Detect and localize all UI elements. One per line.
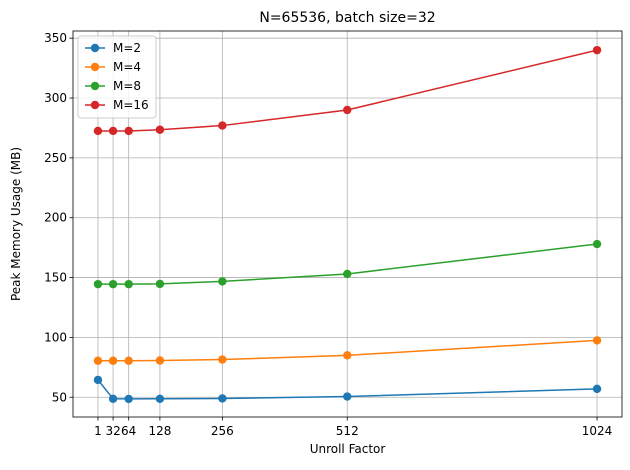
data-point (124, 394, 133, 404)
x-tick-label: 1 (94, 424, 102, 438)
legend-box (77, 35, 157, 119)
data-point (343, 392, 352, 401)
data-point (93, 279, 103, 289)
x-axis: 1 32 64 128 256 512 1024 (94, 417, 612, 438)
data-point (218, 394, 227, 403)
x-tick-label: 512 (336, 424, 359, 438)
data-point (592, 45, 602, 55)
data-point (93, 356, 103, 365)
legend: M=2 M=4 M=8 M=16 (77, 35, 157, 119)
data-point (155, 394, 165, 404)
grid-lines (73, 31, 622, 417)
legend-swatch-marker (90, 43, 100, 53)
legend-label: M=8 (113, 79, 141, 93)
legend-label: M=2 (113, 41, 141, 55)
x-axis-label: Unroll Factor (310, 442, 386, 456)
series-M=8 (93, 239, 602, 289)
data-point (343, 269, 352, 279)
y-tick-label: 200 (44, 211, 67, 225)
legend-item: M=2 (85, 41, 141, 55)
y-tick-label: 100 (44, 330, 67, 344)
data-point (124, 356, 133, 365)
y-axis-label: Peak Memory Usage (MB) (9, 147, 23, 301)
y-tick-label: 50 (52, 390, 67, 404)
data-point (592, 384, 602, 394)
data-point (93, 126, 103, 136)
data-point (343, 105, 352, 115)
x-tick-label: 32 (105, 424, 120, 438)
legend-label: M=4 (113, 60, 141, 74)
data-point (124, 279, 133, 289)
x-tick-label: 64 (121, 424, 136, 438)
data-point (108, 394, 118, 404)
data-point (155, 125, 165, 134)
data-point (124, 126, 133, 136)
data-point (155, 356, 165, 365)
legend-item: M=4 (85, 60, 141, 74)
data-point (592, 239, 602, 249)
y-tick-label: 250 (44, 151, 67, 165)
legend-label: M=16 (113, 98, 149, 112)
legend-item: M=8 (85, 79, 141, 93)
legend-item: M=16 (85, 98, 149, 112)
y-axis: 50 100 150 200 250 300 350 (44, 31, 73, 404)
chart-title: N=65536, batch size=32 (259, 10, 435, 26)
legend-swatch-marker (90, 62, 100, 72)
legend-swatch-marker (90, 100, 100, 110)
y-tick-label: 150 (44, 271, 67, 285)
data-point (218, 277, 227, 286)
data-point (108, 126, 118, 136)
series-layer (93, 45, 602, 404)
series-M=4 (93, 336, 602, 365)
x-tick-label: 128 (148, 424, 171, 438)
x-tick-label: 1024 (582, 424, 613, 438)
data-point (108, 356, 118, 365)
data-point (155, 279, 165, 289)
series-M=2 (93, 375, 602, 404)
series-M=16 (93, 45, 602, 136)
y-tick-label: 350 (44, 31, 67, 45)
data-point (218, 121, 227, 130)
data-point (592, 336, 602, 345)
data-point (343, 351, 352, 360)
legend-swatch-marker (90, 81, 100, 91)
y-tick-label: 300 (44, 91, 67, 105)
data-point (93, 375, 103, 385)
x-tick-label: 256 (211, 424, 234, 438)
data-point (108, 279, 118, 289)
data-point (218, 355, 227, 364)
